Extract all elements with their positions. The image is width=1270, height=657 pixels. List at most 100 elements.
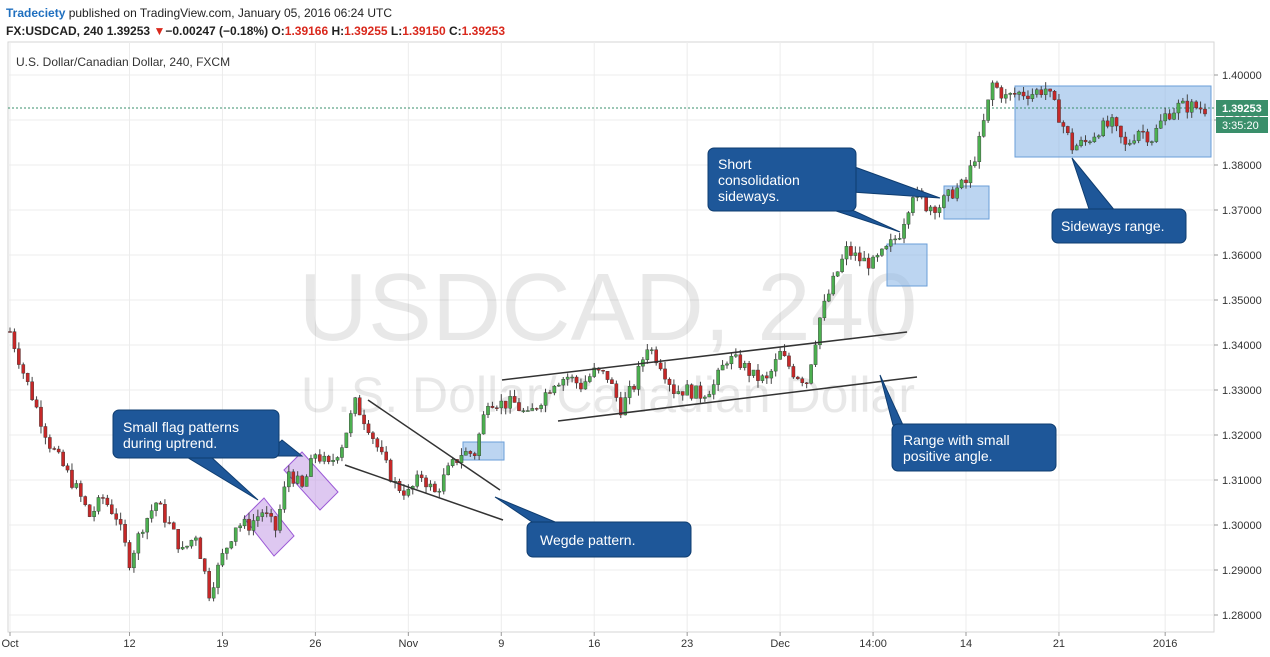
callout-sideways[interactable]: Sideways range. xyxy=(1051,157,1187,244)
candle-body xyxy=(946,189,951,196)
open-label: O: xyxy=(271,24,285,38)
candle-body xyxy=(769,370,774,379)
candle-body xyxy=(70,469,74,488)
candle-body xyxy=(990,82,995,101)
candle-body xyxy=(981,120,986,137)
x-tick-label: 19 xyxy=(216,638,228,650)
candle-body xyxy=(1039,89,1044,95)
candle-body xyxy=(39,406,43,427)
candle-body xyxy=(720,364,725,371)
candle-body xyxy=(689,384,694,399)
price-tag-box xyxy=(1216,100,1268,116)
candle-body xyxy=(1065,126,1070,134)
candle-body xyxy=(853,252,858,256)
candle-body xyxy=(1194,101,1198,109)
y-tick-label: 1.30000 xyxy=(1222,520,1262,532)
candle-body xyxy=(48,437,52,449)
candle-body xyxy=(118,519,123,525)
candle-body xyxy=(1035,89,1039,95)
callout-consolidation-line2: consolidation xyxy=(718,172,800,188)
candle-body xyxy=(167,522,172,524)
wedge-lower-line[interactable] xyxy=(344,464,504,521)
candle-body xyxy=(703,396,707,399)
range-upper-line[interactable] xyxy=(501,331,908,381)
time-axis[interactable]: Oct 12 19 26 Nov 9 16 23 Dec 14:00 14 21 2016 xyxy=(1,632,1177,650)
candle-body xyxy=(30,381,34,401)
candle-body xyxy=(101,497,105,499)
candle-body xyxy=(61,451,65,467)
candle-body xyxy=(924,197,928,212)
candle-body xyxy=(880,248,884,256)
candle-body xyxy=(273,516,278,531)
candle-body xyxy=(114,513,119,520)
candle-body xyxy=(419,474,424,479)
x-tick-label: 2016 xyxy=(1153,638,1177,650)
candle-body xyxy=(486,405,490,415)
candle-body xyxy=(25,373,30,382)
y-tick-label: 1.32000 xyxy=(1222,430,1262,442)
candle-body xyxy=(1198,107,1203,110)
candle-body xyxy=(857,252,862,262)
candle-body xyxy=(623,397,628,416)
callout-consolidation-line3: sideways. xyxy=(718,188,779,204)
flag-box-2 xyxy=(283,451,339,511)
candle-body xyxy=(787,355,791,367)
sideways-range-box xyxy=(1014,85,1212,158)
symbol-label[interactable]: FX:USDCAD, 240 xyxy=(6,24,104,38)
candle-body xyxy=(729,356,734,365)
candle-body xyxy=(428,483,433,488)
price-tag-price: 1.39253 xyxy=(1222,103,1262,115)
candle-body xyxy=(366,423,371,433)
candle-body xyxy=(796,376,800,379)
candle-body xyxy=(495,407,499,409)
candle-body xyxy=(645,349,650,360)
candle-body xyxy=(897,238,902,240)
candle-body xyxy=(676,391,681,394)
candle-body xyxy=(800,378,805,383)
price-axis[interactable]: 1.400001.390001.380001.370001.360001.350… xyxy=(1214,70,1262,622)
candle-body xyxy=(1074,145,1079,151)
wedge-upper-line[interactable] xyxy=(367,399,501,491)
candle-body xyxy=(995,82,999,88)
candle-body xyxy=(557,384,561,387)
publisher-link[interactable]: Tradeciety xyxy=(6,6,66,20)
candle-body xyxy=(464,451,468,456)
candle-body xyxy=(331,459,335,462)
candle-body xyxy=(371,432,375,439)
callout-consolidation[interactable]: Short consolidation sideways. xyxy=(707,147,941,233)
candle-body xyxy=(472,453,477,456)
candle-body xyxy=(725,363,729,366)
candle-body xyxy=(831,275,836,295)
candle-body xyxy=(680,391,685,396)
candle-body xyxy=(782,351,787,357)
range-lower-line[interactable] xyxy=(557,376,918,422)
candle-body xyxy=(300,475,304,487)
candle-body xyxy=(21,364,26,374)
candle-body xyxy=(1021,91,1026,97)
candle-body xyxy=(1158,120,1163,129)
callout-consolidation-box xyxy=(707,147,857,212)
candle-body xyxy=(942,195,946,208)
candle-body xyxy=(56,448,61,453)
candle-body xyxy=(765,375,769,379)
candle-body xyxy=(287,471,291,488)
candle-body xyxy=(295,475,300,484)
callout-wedge[interactable]: Wegde pattern. xyxy=(494,496,692,558)
callout-flag[interactable]: Small flag patterns during uptrend. xyxy=(112,409,304,501)
candle-body xyxy=(773,359,778,372)
candle-body xyxy=(614,383,619,398)
published-text: published on TradingView.com, January 05… xyxy=(65,6,393,20)
candle-body xyxy=(672,384,676,394)
x-tick-label: 23 xyxy=(681,638,693,650)
price-tag: 1.39253 3:35:20 xyxy=(1216,100,1268,133)
candle-body xyxy=(269,513,273,517)
candle-body xyxy=(490,405,495,408)
candle-body xyxy=(149,510,154,519)
candle-body xyxy=(583,381,588,390)
y-tick-label: 1.36000 xyxy=(1222,250,1262,262)
candle-body xyxy=(663,368,667,380)
candle-body xyxy=(1008,93,1013,95)
callout-range[interactable]: Range with small positive angle. xyxy=(879,374,1057,472)
y-tick-label: 1.31000 xyxy=(1222,475,1262,487)
